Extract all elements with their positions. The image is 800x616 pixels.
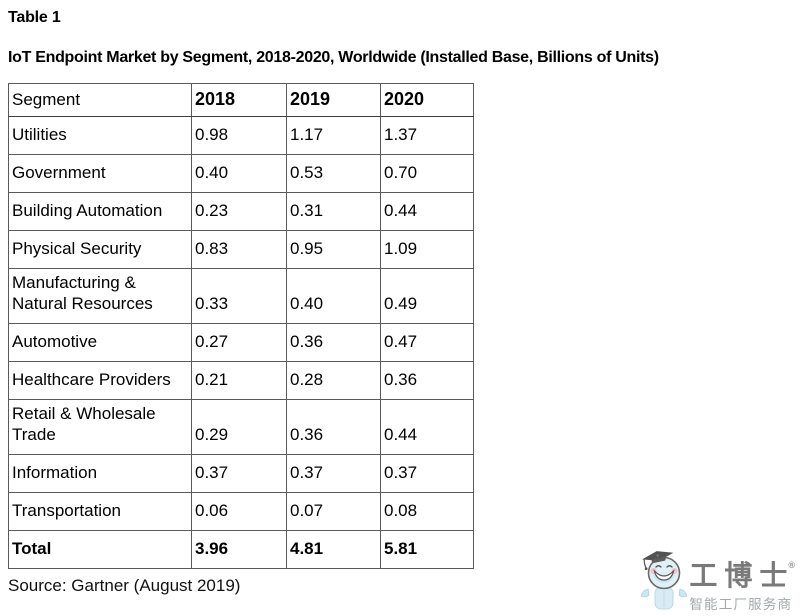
vendor-watermark: 工博士® 智能工厂服务商 <box>640 551 795 613</box>
table-row: Government 0.40 0.53 0.70 <box>8 154 474 193</box>
page-title: IoT Endpoint Market by Segment, 2018-202… <box>8 49 659 66</box>
graduate-mascot-icon <box>640 551 688 610</box>
watermark-text-block: 工博士® 智能工厂服务商 <box>689 559 795 613</box>
value-cell: 0.37 <box>286 454 381 493</box>
segment-cell: Automotive <box>8 323 192 362</box>
value-cell: 3.96 <box>191 530 287 569</box>
value-cell: 0.33 <box>191 268 287 324</box>
table-row: Automotive 0.27 0.36 0.47 <box>8 323 474 362</box>
value-cell: 0.70 <box>380 154 474 193</box>
value-cell: 0.44 <box>380 192 474 231</box>
value-cell: 0.49 <box>380 268 474 324</box>
table-row: Manufacturing & Natural Resources 0.33 0.4… <box>8 268 474 324</box>
segment-cell: Utilities <box>8 116 192 155</box>
table-row: Building Automation 0.23 0.31 0.44 <box>8 192 474 231</box>
source-attribution: Source: Gartner (August 2019) <box>8 576 241 595</box>
iot-endpoint-table: Segment 2018 2019 2020 Utilities 0.98 1.17… <box>8 83 474 569</box>
table-header: Segment 2018 2019 2020 <box>8 83 474 117</box>
column-header-segment: Segment <box>8 83 192 117</box>
column-header-2018: 2018 <box>191 83 287 117</box>
value-cell: 4.81 <box>286 530 381 569</box>
table-body: Utilities 0.98 1.17 1.37 Government 0.40 0.53 0… <box>8 116 474 569</box>
value-cell: 0.47 <box>380 323 474 362</box>
value-cell: 0.83 <box>191 230 287 269</box>
value-cell: 0.07 <box>286 492 381 531</box>
table-row: Physical Security 0.83 0.95 1.09 <box>8 230 474 269</box>
value-cell: 0.95 <box>286 230 381 269</box>
segment-cell: Information <box>8 454 192 493</box>
table-label: Table 1 <box>8 9 61 26</box>
value-cell: 0.37 <box>380 454 474 493</box>
registered-trademark-icon: ® <box>788 559 795 570</box>
value-cell: 0.53 <box>286 154 381 193</box>
segment-cell: Retail & Wholesale Trade <box>8 399 192 455</box>
segment-cell: Building Automation <box>8 192 192 231</box>
column-header-2019: 2019 <box>286 83 381 117</box>
value-cell: 5.81 <box>380 530 474 569</box>
value-cell: 0.06 <box>191 492 287 531</box>
table-header-row: Segment 2018 2019 2020 <box>8 83 474 117</box>
table-row: Utilities 0.98 1.17 1.37 <box>8 116 474 155</box>
value-cell: 0.36 <box>380 361 474 400</box>
value-cell: 0.40 <box>286 268 381 324</box>
value-cell: 0.29 <box>191 399 287 455</box>
value-cell: 0.21 <box>191 361 287 400</box>
value-cell: 1.09 <box>380 230 474 269</box>
table-row: Information 0.37 0.37 0.37 <box>8 454 474 493</box>
value-cell: 0.36 <box>286 323 381 362</box>
value-cell: 0.40 <box>191 154 287 193</box>
value-cell: 0.27 <box>191 323 287 362</box>
table-row: Transportation 0.06 0.07 0.08 <box>8 492 474 531</box>
value-cell: 0.44 <box>380 399 474 455</box>
brand-name: 工博士® <box>689 559 795 591</box>
table-row: Healthcare Providers 0.21 0.28 0.36 <box>8 361 474 400</box>
value-cell: 0.98 <box>191 116 287 155</box>
segment-cell: Healthcare Providers <box>8 361 192 400</box>
value-cell: 0.36 <box>286 399 381 455</box>
value-cell: 0.28 <box>286 361 381 400</box>
brand-tagline: 智能工厂服务商 <box>689 597 793 612</box>
value-cell: 1.37 <box>380 116 474 155</box>
column-header-2020: 2020 <box>380 83 474 117</box>
table-row: Total 3.96 4.81 5.81 <box>8 530 474 569</box>
value-cell: 0.31 <box>286 192 381 231</box>
value-cell: 0.08 <box>380 492 474 531</box>
segment-cell: Transportation <box>8 492 192 531</box>
segment-cell: Total <box>8 530 192 569</box>
value-cell: 0.37 <box>191 454 287 493</box>
segment-cell: Government <box>8 154 192 193</box>
article-page: Table 1 IoT Endpoint Market by Segment, … <box>8 9 659 595</box>
segment-cell: Physical Security <box>8 230 192 269</box>
segment-cell: Manufacturing & Natural Resources <box>8 268 192 324</box>
value-cell: 1.17 <box>286 116 381 155</box>
table-row: Retail & Wholesale Trade 0.29 0.36 0.44 <box>8 399 474 455</box>
value-cell: 0.23 <box>191 192 287 231</box>
